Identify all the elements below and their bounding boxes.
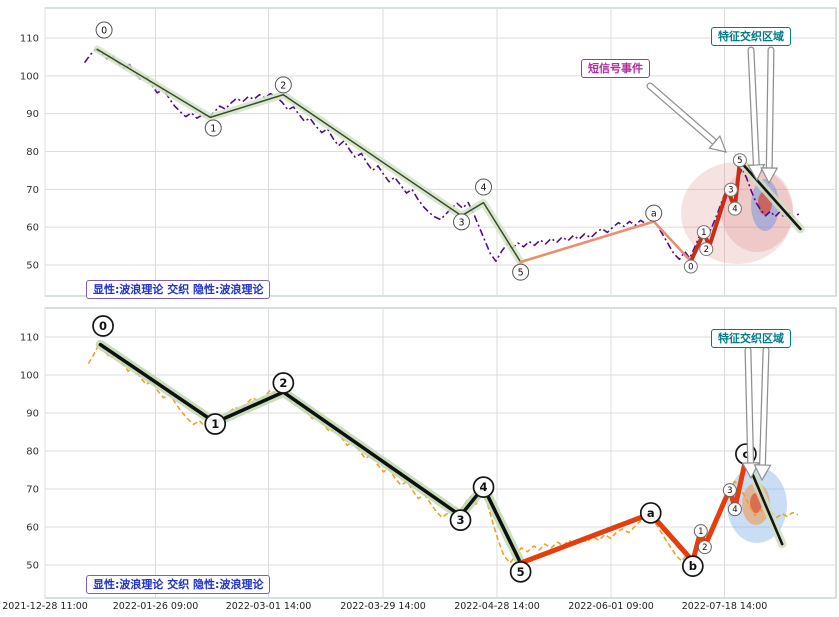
wave-label-circle — [204, 119, 222, 137]
wave-label-text: 4 — [732, 205, 737, 215]
wave-label-circle — [696, 225, 711, 240]
annotation-arrow-shaft — [647, 83, 720, 147]
annotation-arrow-head — [741, 462, 760, 480]
y-tick-label: 50 — [26, 561, 39, 572]
wave-label-text: 1 — [698, 527, 703, 537]
legend-bottom: 显性:波浪理论 交织 隐性:波浪理论 — [86, 575, 271, 594]
short-signal-event-label: 短信号事件 — [581, 59, 650, 78]
wave-label-circle — [509, 560, 532, 583]
wave-label-circle — [639, 502, 662, 524]
y-tick-label: 80 — [26, 447, 39, 458]
x-tick-label: 2021-12-28 11:00 — [2, 601, 88, 612]
annotation-arrow-head — [753, 464, 772, 482]
wave-label-text: a — [647, 506, 655, 520]
wave-label-text: 0 — [99, 319, 107, 333]
annotation-arrow-shaft — [760, 347, 769, 471]
wave-label-text: 2 — [704, 245, 709, 255]
wave-label-text: 4 — [480, 480, 488, 494]
wave-label-text: 3 — [727, 486, 732, 496]
wave-label-text: 1 — [701, 228, 706, 238]
wave-label-circle — [92, 315, 114, 337]
grid — [44, 308, 836, 598]
wave-label-circle — [683, 259, 698, 274]
wave-label-text: b — [689, 559, 697, 573]
annotation-arrow-head — [760, 167, 779, 185]
wave-label-text: 5 — [737, 156, 742, 166]
annotation-arrow-shaft — [748, 47, 759, 171]
wave-label-circle — [697, 540, 712, 555]
wave-label-text: 4 — [481, 182, 487, 193]
wave-label-text: 2 — [279, 376, 287, 390]
wave-label-circle — [449, 509, 472, 532]
wave-label-circle — [645, 204, 663, 222]
wave-label-text: 2 — [280, 80, 286, 91]
plot-border — [44, 307, 837, 599]
x-tick-label: 2022-07-18 14:00 — [681, 601, 768, 612]
wave-label-text: 1 — [210, 123, 216, 134]
wave-label-circle — [512, 263, 530, 281]
x-tick-label: 2022-04-28 14:00 — [454, 601, 540, 612]
x-tick-label: 2022-06-01 09:00 — [568, 601, 654, 612]
wave-label-circle — [681, 555, 704, 577]
wave-label-circle — [274, 76, 292, 94]
y-tick-label: 70 — [26, 185, 39, 196]
legend-top: 显性:波浪理论 交织 隐性:波浪理论 — [86, 280, 271, 299]
grid — [44, 8, 836, 296]
explicit-wave-chart: 50 60 70 80 90 100 110 0 1 2 3 4 5 a 0 1 2 3 4 5 — [20, 7, 837, 297]
annotation-arrow-head — [708, 134, 727, 153]
y-tick-label: 100 — [20, 371, 39, 382]
impulse-wave-line — [98, 342, 523, 565]
wave-label-text: 5 — [518, 268, 524, 279]
x-tick-label: 2022-03-29 14:00 — [340, 601, 426, 612]
x-axis-labels: 2021-12-28 11:00 2022-01-26 09:00 2022-03-… — [0, 601, 839, 617]
wave-label-circle — [727, 201, 742, 216]
y-tick-label: 60 — [26, 223, 39, 234]
y-tick-label: 50 — [26, 260, 39, 271]
y-tick-label: 70 — [26, 485, 39, 496]
wave-label-text: 3 — [459, 217, 465, 228]
annotation-arrow-head — [747, 163, 766, 182]
annotation-arrow-shaft — [745, 347, 753, 469]
wave-label-circle — [453, 213, 471, 231]
wave-label-circle — [727, 502, 742, 517]
wave-label-text: 0 — [688, 262, 693, 272]
y-tick-label: 100 — [20, 71, 39, 82]
wave-label-circle — [472, 476, 495, 498]
y-tick-label: 110 — [20, 34, 39, 45]
wave-label-circle — [693, 524, 708, 539]
feature-interweave-region-label-top: 特征交织区域 — [711, 27, 791, 46]
wave-label-text: 2 — [702, 543, 707, 553]
impulse-wave-line — [96, 48, 522, 263]
annotation-arrow-shaft — [766, 47, 774, 174]
wave-label-text: 3 — [728, 186, 733, 196]
wave-label-circle — [272, 372, 295, 394]
y-tick-label: 90 — [26, 409, 39, 420]
wave-label-circle — [732, 153, 747, 168]
wave-label-circle — [699, 242, 714, 257]
plot: 50 60 70 80 90 100 110 0 1 2 3 4 5 a 0 1 2 3 4 5 — [20, 7, 837, 297]
feature-interweave-region-label-bottom: 特征交织区域 — [711, 329, 791, 348]
wave-label-circle — [95, 21, 113, 39]
wave-label-text: 1 — [211, 417, 219, 431]
wave-label-text: 4 — [732, 505, 737, 515]
wave-label-text: a — [651, 209, 657, 220]
x-tick-label: 2022-03-01 14:00 — [225, 601, 312, 612]
y-tick-label: 60 — [26, 523, 39, 534]
y-tick-label: 90 — [26, 109, 39, 120]
wave-label-circle — [723, 182, 738, 197]
wave-label-circle — [722, 483, 737, 498]
wave-label-text: 0 — [101, 25, 107, 36]
wave-label-text: 5 — [517, 565, 525, 579]
hidden-wave-line — [738, 159, 802, 231]
x-tick-label: 2022-01-26 09:00 — [112, 601, 199, 612]
wave-label-text: c — [742, 447, 749, 461]
wave-label-text: 3 — [457, 513, 465, 527]
wave-label-circle — [204, 413, 227, 435]
y-tick-label: 110 — [20, 333, 39, 344]
wave-label-circle — [475, 178, 493, 196]
y-tick-label: 80 — [26, 147, 39, 158]
